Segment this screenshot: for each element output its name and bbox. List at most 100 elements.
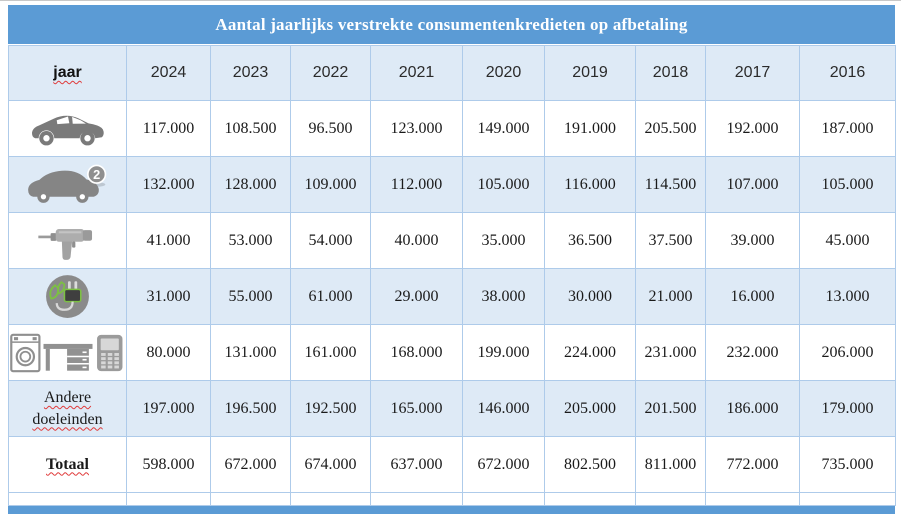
- footer-cell: [635, 492, 706, 506]
- value-cell: 186.000: [705, 380, 800, 437]
- footer-cell: [210, 492, 291, 506]
- row-label-cell: Totaal: [8, 436, 127, 493]
- value-cell: 55.000: [210, 268, 291, 325]
- footer-cell: [290, 492, 371, 506]
- value-cell: 41.000: [126, 212, 211, 269]
- appliances-icon: [9, 332, 127, 374]
- footer-cell: [126, 492, 211, 506]
- value-cell: 146.000: [462, 380, 545, 437]
- value-cell: 107.000: [705, 156, 800, 213]
- value-cell: 30.000: [544, 268, 636, 325]
- year-header: 2019: [544, 45, 636, 101]
- value-cell: 201.500: [635, 380, 706, 437]
- year-header: 2018: [635, 45, 706, 101]
- value-cell: 21.000: [635, 268, 706, 325]
- table-body: 117.000 108.500 96.500 123.000 149.000 191.00…: [8, 100, 896, 493]
- row-label-cell: [8, 324, 127, 381]
- year-header: 2021: [370, 45, 463, 101]
- table-title: Aantal jaarlijks verstrekte consumentenk…: [8, 5, 895, 44]
- value-cell: 224.000: [544, 324, 636, 381]
- value-cell: 772.000: [705, 436, 800, 493]
- value-cell: 205.500: [635, 100, 706, 157]
- consumer-credit-table: jaar 2024 2023 2022 2021 2020 2019 2018 2017 201…: [8, 45, 896, 506]
- value-cell: 811.000: [635, 436, 706, 493]
- value-cell: 192.000: [705, 100, 800, 157]
- year-header: 2024: [126, 45, 211, 101]
- year-header: 2017: [705, 45, 800, 101]
- value-cell: 165.000: [370, 380, 463, 437]
- value-cell: 114.500: [635, 156, 706, 213]
- value-cell: 128.000: [210, 156, 291, 213]
- value-cell: 31.000: [126, 268, 211, 325]
- value-cell: 168.000: [370, 324, 463, 381]
- value-cell: 123.000: [370, 100, 463, 157]
- value-cell: 35.000: [462, 212, 545, 269]
- value-cell: 39.000: [705, 212, 800, 269]
- footer-strip-row: [8, 492, 896, 506]
- value-cell: 637.000: [370, 436, 463, 493]
- value-cell: 598.000: [126, 436, 211, 493]
- value-cell: 45.000: [799, 212, 896, 269]
- row-label-cell: [8, 100, 127, 157]
- value-cell: 131.000: [210, 324, 291, 381]
- value-cell: 187.000: [799, 100, 896, 157]
- value-cell: 191.000: [544, 100, 636, 157]
- value-cell: 231.000: [635, 324, 706, 381]
- used-car-icon: [25, 162, 111, 207]
- value-cell: 672.000: [462, 436, 545, 493]
- row-label: Totaal: [46, 455, 89, 473]
- footer-cell: [799, 492, 896, 506]
- value-cell: 105.000: [799, 156, 896, 213]
- row-label: Andere doeleinden: [32, 388, 103, 428]
- value-cell: 105.000: [462, 156, 545, 213]
- value-cell: 735.000: [799, 436, 896, 493]
- value-cell: 108.500: [210, 100, 291, 157]
- table-row: 31.000 55.000 61.000 29.000 38.000 30.000 21.0…: [8, 268, 896, 325]
- value-cell: 36.500: [544, 212, 636, 269]
- value-cell: 61.000: [290, 268, 371, 325]
- value-cell: 116.000: [544, 156, 636, 213]
- value-cell: 199.000: [462, 324, 545, 381]
- value-cell: 179.000: [799, 380, 896, 437]
- value-cell: 29.000: [370, 268, 463, 325]
- value-cell: 37.500: [635, 212, 706, 269]
- value-cell: 161.000: [290, 324, 371, 381]
- value-cell: 674.000: [290, 436, 371, 493]
- drill-icon: [37, 218, 99, 263]
- year-header: 2020: [462, 45, 545, 101]
- table-row: Totaal 598.000 672.000 674.000 637.000 672.00…: [8, 436, 896, 493]
- value-cell: 80.000: [126, 324, 211, 381]
- green-energy-plug-icon: [43, 272, 92, 321]
- row-label-cell: Andere doeleinden: [8, 380, 127, 437]
- value-cell: 53.000: [210, 212, 291, 269]
- table-row: 132.000 128.000 109.000 112.000 105.000 116.0…: [8, 156, 896, 213]
- value-cell: 16.000: [705, 268, 800, 325]
- value-cell: 132.000: [126, 156, 211, 213]
- row-label-cell: [8, 268, 127, 325]
- value-cell: 672.000: [210, 436, 291, 493]
- value-cell: 13.000: [799, 268, 896, 325]
- value-cell: 112.000: [370, 156, 463, 213]
- value-cell: 232.000: [705, 324, 800, 381]
- jaar-label: jaar: [53, 64, 82, 81]
- year-header: 2016: [799, 45, 896, 101]
- footer-cell: [544, 492, 636, 506]
- row-label-cell: [8, 156, 127, 213]
- footer-cell: [370, 492, 463, 506]
- value-cell: 117.000: [126, 100, 211, 157]
- value-cell: 38.000: [462, 268, 545, 325]
- footer-cell: [462, 492, 545, 506]
- value-cell: 197.000: [126, 380, 211, 437]
- value-cell: 206.000: [799, 324, 896, 381]
- value-cell: 802.500: [544, 436, 636, 493]
- year-header: 2023: [210, 45, 291, 101]
- value-cell: 205.000: [544, 380, 636, 437]
- table-row: 41.000 53.000 54.000 40.000 35.000 36.500 37.5…: [8, 212, 896, 269]
- value-cell: 54.000: [290, 212, 371, 269]
- table-row: 80.000 131.000 161.000 168.000 199.000 224.00…: [8, 324, 896, 381]
- table-row: 117.000 108.500 96.500 123.000 149.000 191.00…: [8, 100, 896, 157]
- value-cell: 149.000: [462, 100, 545, 157]
- value-cell: 40.000: [370, 212, 463, 269]
- row-label-cell: [8, 212, 127, 269]
